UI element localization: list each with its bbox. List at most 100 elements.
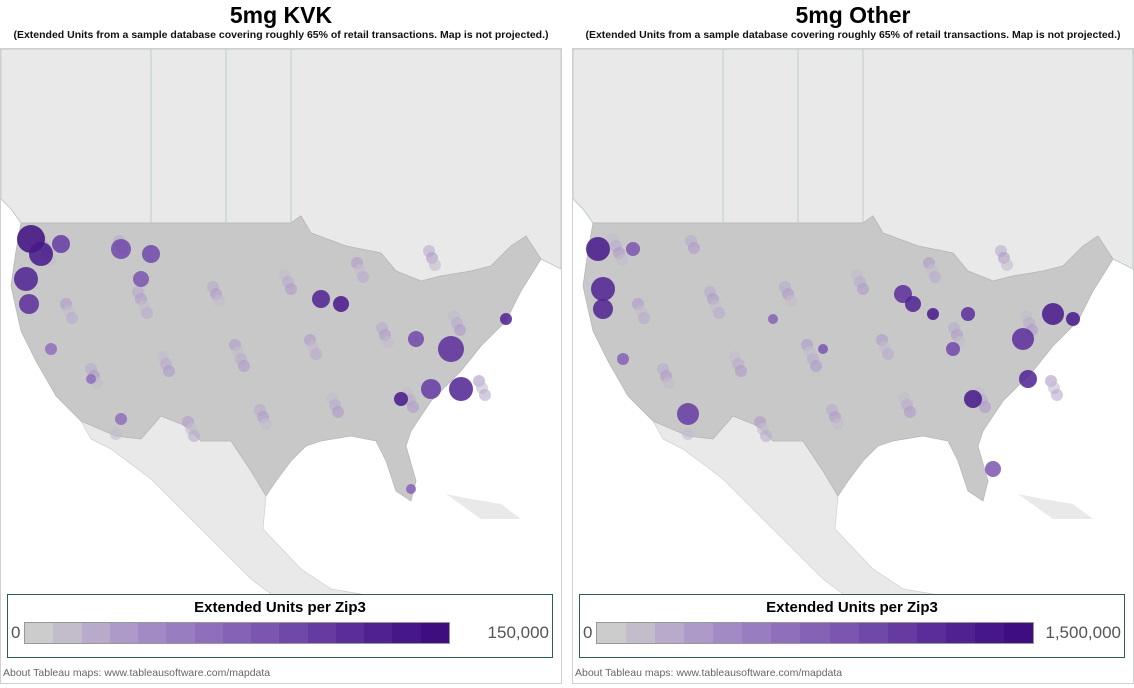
zip3-hotspot[interactable] — [408, 331, 424, 347]
panel-5mg-other: 5mg Other (Extended Units from a sample … — [572, 0, 1134, 684]
map-attribution-link[interactable]: About Tableau maps: www.tableausoftware.… — [575, 667, 843, 679]
zip3-hotspot[interactable] — [312, 290, 330, 308]
legend-swatch — [222, 623, 252, 643]
zip3-hotspot[interactable] — [438, 336, 464, 362]
legend-swatch — [138, 623, 167, 643]
zip3-hotspot[interactable] — [626, 242, 640, 256]
zip3-region[interactable] — [929, 271, 941, 283]
zip3-hotspot[interactable] — [768, 314, 778, 324]
legend-color-ramp — [596, 622, 1034, 644]
zip3-hotspot[interactable] — [818, 344, 828, 354]
zip3-hotspot[interactable] — [591, 277, 615, 301]
zip3-hotspot[interactable] — [677, 403, 699, 425]
zip3-region[interactable] — [285, 283, 297, 295]
zip3-region[interactable] — [310, 348, 322, 360]
legend-swatch — [279, 623, 308, 643]
legend-swatch — [945, 623, 975, 643]
zip3-region[interactable] — [682, 428, 694, 440]
zip3-region[interactable] — [904, 406, 916, 418]
zip3-hotspot[interactable] — [333, 296, 349, 312]
zip3-region[interactable] — [760, 430, 772, 442]
zip3-region[interactable] — [882, 348, 894, 360]
zip3-region[interactable] — [713, 307, 725, 319]
zip3-hotspot[interactable] — [1042, 303, 1064, 325]
zip3-region[interactable] — [357, 271, 369, 283]
zip3-hotspot[interactable] — [29, 242, 53, 266]
zip3-hotspot[interactable] — [905, 296, 921, 312]
zip3-hotspot[interactable] — [115, 413, 127, 425]
legend-swatch — [166, 623, 195, 643]
zip3-hotspot[interactable] — [421, 379, 441, 399]
zip3-hotspot[interactable] — [406, 484, 416, 494]
zip3-hotspot[interactable] — [964, 390, 982, 408]
zip3-region[interactable] — [688, 242, 700, 254]
legend-swatch — [1003, 623, 1033, 643]
zip3-hotspot[interactable] — [961, 307, 975, 321]
zip3-hotspot[interactable] — [617, 353, 629, 365]
zip3-hotspot[interactable] — [86, 374, 96, 384]
zip3-hotspot[interactable] — [133, 271, 149, 287]
zip3-region[interactable] — [110, 428, 122, 440]
zip3-region[interactable] — [785, 295, 797, 307]
zip3-region[interactable] — [832, 418, 844, 430]
zip3-region[interactable] — [213, 295, 225, 307]
zip3-region[interactable] — [1051, 389, 1063, 401]
zip3-region[interactable] — [188, 430, 200, 442]
zip3-hotspot[interactable] — [394, 392, 408, 406]
zip3-hotspot[interactable] — [946, 342, 960, 356]
zip3-region[interactable] — [479, 389, 491, 401]
zip3-region[interactable] — [238, 360, 250, 372]
zip3-hotspot[interactable] — [45, 343, 57, 355]
zip3-hotspot[interactable] — [142, 245, 160, 263]
zip3-region[interactable] — [332, 406, 344, 418]
zip3-hotspot[interactable] — [985, 461, 1001, 477]
zip3-hotspot[interactable] — [1066, 312, 1080, 326]
zip3-region[interactable] — [382, 336, 394, 348]
legend-swatch — [364, 623, 393, 643]
us-zip3-regions[interactable] — [582, 215, 1114, 502]
zip3-region[interactable] — [66, 312, 78, 324]
zip3-hotspot[interactable] — [1012, 328, 1034, 350]
mexico-land — [652, 415, 944, 625]
legend-swatch — [742, 623, 772, 643]
us-zip3-regions[interactable] — [10, 215, 542, 502]
legend-swatch — [307, 623, 336, 643]
zip3-hotspot[interactable] — [1019, 370, 1037, 388]
zip3-region[interactable] — [163, 365, 175, 377]
zip3-hotspot[interactable] — [19, 294, 39, 314]
zip3-region[interactable] — [616, 254, 628, 266]
zip3-region[interactable] — [407, 401, 419, 413]
legend-swatch — [916, 623, 946, 643]
panel-5mg-kvk: 5mg KVK (Extended Units from a sample da… — [0, 0, 562, 684]
zip3-region[interactable] — [810, 360, 822, 372]
zip3-region[interactable] — [979, 401, 991, 413]
panel-title: 5mg Other — [795, 2, 911, 28]
legend-swatch — [335, 623, 365, 643]
zip3-region[interactable] — [141, 307, 153, 319]
legend-swatch — [800, 623, 830, 643]
zip3-region[interactable] — [663, 377, 675, 389]
map-attribution-link[interactable]: About Tableau maps: www.tableausoftware.… — [3, 667, 271, 679]
zip3-hotspot[interactable] — [449, 377, 473, 401]
zip3-hotspot[interactable] — [927, 308, 939, 320]
zip3-region[interactable] — [429, 259, 441, 271]
zip3-hotspot[interactable] — [52, 235, 70, 253]
zip3-region[interactable] — [735, 365, 747, 377]
zip3-region[interactable] — [857, 283, 869, 295]
zip3-hotspot[interactable] — [500, 313, 512, 325]
zip3-region[interactable] — [260, 418, 272, 430]
choropleth-map[interactable] — [572, 48, 1134, 684]
zip3-region[interactable] — [1001, 259, 1013, 271]
color-legend: Extended Units per Zip3 0 1,500,000 — [579, 594, 1125, 658]
legend-swatch — [858, 623, 888, 643]
legend-min: 0 — [583, 623, 593, 642]
zip3-hotspot[interactable] — [593, 299, 613, 319]
zip3-hotspot[interactable] — [111, 239, 131, 259]
color-legend: Extended Units per Zip3 0 150,000 — [7, 594, 553, 658]
mexico-land — [80, 415, 372, 625]
zip3-region[interactable] — [638, 312, 650, 324]
zip3-hotspot[interactable] — [586, 237, 610, 261]
zip3-hotspot[interactable] — [14, 267, 38, 291]
zip3-region[interactable] — [454, 324, 466, 336]
choropleth-map[interactable] — [0, 48, 562, 684]
